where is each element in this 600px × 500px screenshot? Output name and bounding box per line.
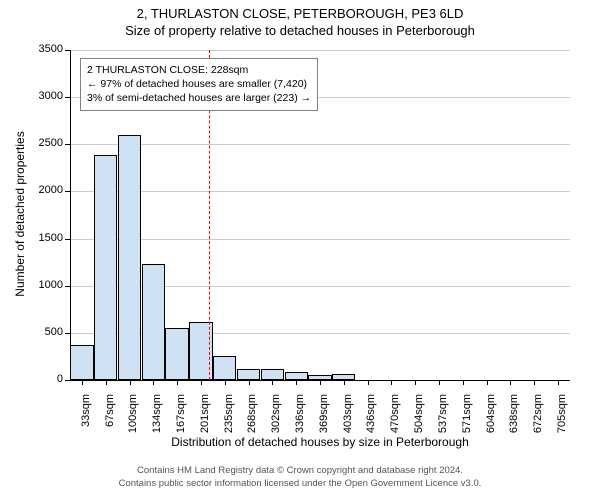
x-tick-label: 67sqm xyxy=(104,394,116,427)
bar xyxy=(94,155,117,380)
x-tick-label: 705sqm xyxy=(556,394,568,433)
gridline xyxy=(70,50,570,51)
y-tick-label: 500 xyxy=(25,326,63,338)
x-tick-label: 302sqm xyxy=(270,394,282,433)
title-line-1: 2, THURLASTON CLOSE, PETERBOROUGH, PE3 6… xyxy=(0,6,600,21)
gridline xyxy=(70,144,570,145)
bar xyxy=(70,345,93,380)
annotation-line: ← 97% of detached houses are smaller (7,… xyxy=(87,77,311,91)
x-tick-label: 100sqm xyxy=(128,394,140,433)
bar xyxy=(213,356,236,380)
x-axis-label: Distribution of detached houses by size … xyxy=(70,435,570,449)
y-tick-label: 3000 xyxy=(25,90,63,102)
chart-container: 2, THURLASTON CLOSE, PETERBOROUGH, PE3 6… xyxy=(0,0,600,500)
footer-line-2: Contains public sector information licen… xyxy=(0,478,600,491)
title-block: 2, THURLASTON CLOSE, PETERBOROUGH, PE3 6… xyxy=(0,6,600,38)
bar xyxy=(142,264,165,380)
annotation-line: 2 THURLASTON CLOSE: 228sqm xyxy=(87,63,311,77)
x-tick-label: 235sqm xyxy=(223,394,235,433)
y-axis-line xyxy=(70,50,71,380)
y-tick-label: 2500 xyxy=(25,137,63,149)
x-tick-label: 134sqm xyxy=(151,394,163,433)
title-line-2: Size of property relative to detached ho… xyxy=(0,23,600,38)
x-tick-label: 369sqm xyxy=(318,394,330,433)
x-tick-label: 604sqm xyxy=(485,394,497,433)
x-tick-label: 403sqm xyxy=(342,394,354,433)
bar xyxy=(261,369,284,380)
x-tick-label: 638sqm xyxy=(508,394,520,433)
x-tick-label: 537sqm xyxy=(437,394,449,433)
y-tick-label: 0 xyxy=(25,373,63,385)
y-tick-label: 2000 xyxy=(25,184,63,196)
bar xyxy=(285,372,308,380)
annotation-line: 3% of semi-detached houses are larger (2… xyxy=(87,91,311,105)
y-tick-label: 3500 xyxy=(25,43,63,55)
x-tick-label: 336sqm xyxy=(294,394,306,433)
footer: Contains HM Land Registry data © Crown c… xyxy=(0,465,600,491)
x-tick-label: 504sqm xyxy=(413,394,425,433)
x-axis-line xyxy=(70,380,570,381)
gridline xyxy=(70,191,570,192)
y-axis-label: Number of detached properties xyxy=(13,124,27,304)
bar xyxy=(118,135,141,380)
x-tick-label: 571sqm xyxy=(461,394,473,433)
bar xyxy=(237,369,260,380)
x-tick-label: 672sqm xyxy=(532,394,544,433)
x-tick-label: 33sqm xyxy=(80,394,92,427)
x-tick-label: 201sqm xyxy=(199,394,211,433)
footer-line-1: Contains HM Land Registry data © Crown c… xyxy=(0,465,600,478)
y-tick-label: 1000 xyxy=(25,279,63,291)
annotation-box: 2 THURLASTON CLOSE: 228sqm ← 97% of deta… xyxy=(80,58,318,111)
y-tick-label: 1500 xyxy=(25,232,63,244)
x-tick-label: 268sqm xyxy=(247,394,259,433)
x-tick-label: 167sqm xyxy=(175,394,187,433)
bar xyxy=(165,328,188,380)
gridline xyxy=(70,239,570,240)
x-tick-label: 470sqm xyxy=(389,394,401,433)
x-tick-label: 436sqm xyxy=(366,394,378,433)
